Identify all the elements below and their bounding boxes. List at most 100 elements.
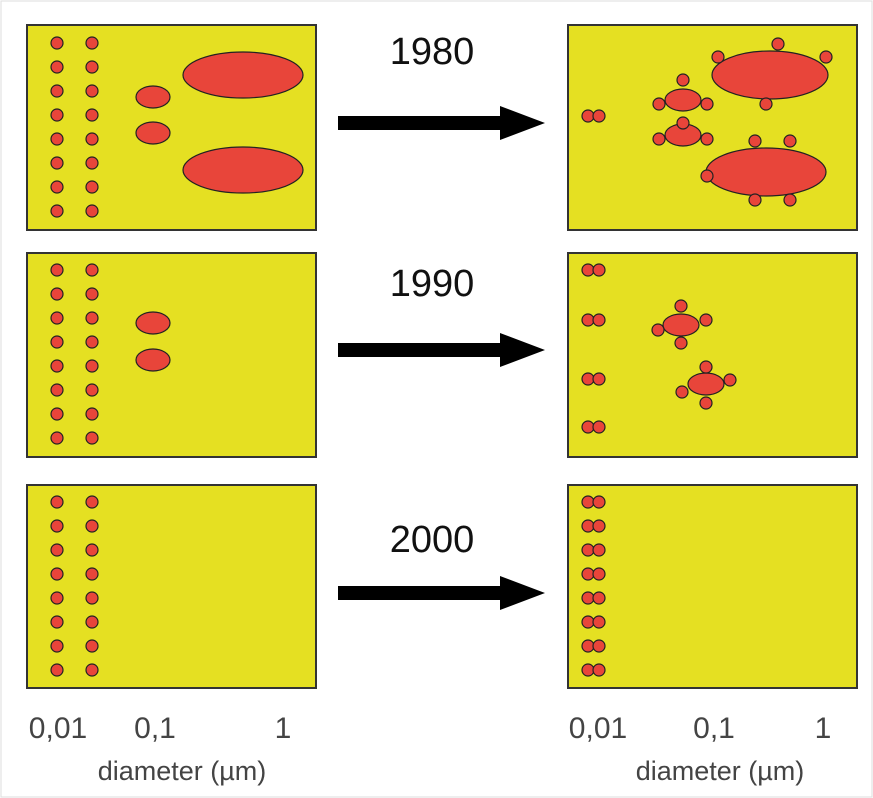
particle: [86, 61, 98, 73]
particle: [86, 157, 98, 169]
particle: [593, 421, 605, 433]
particle: [724, 374, 736, 386]
year: 1980: [390, 31, 475, 73]
particle: [784, 135, 796, 147]
particle: [86, 568, 98, 580]
particle: [51, 157, 63, 169]
particle: [593, 110, 605, 122]
particle: [593, 664, 605, 676]
particle: [86, 85, 98, 97]
particle: [51, 37, 63, 49]
particle: [51, 592, 63, 604]
particle: [86, 109, 98, 121]
particle: [593, 592, 605, 604]
particle: [86, 336, 98, 348]
particle: [51, 640, 63, 652]
particle: [51, 288, 63, 300]
particle: [86, 37, 98, 49]
particle: [582, 592, 594, 604]
particle: [700, 397, 712, 409]
particle: [706, 148, 826, 196]
particle: [593, 640, 605, 652]
particle: [86, 640, 98, 652]
particle: [677, 74, 689, 86]
particle: [665, 89, 701, 111]
particle: [652, 324, 664, 336]
particle: [593, 616, 605, 628]
particle: [51, 133, 63, 145]
particle: [701, 170, 713, 182]
particle: [675, 337, 687, 349]
particle: [582, 373, 594, 385]
particle: [86, 520, 98, 532]
particle: [582, 520, 594, 532]
particle: [51, 109, 63, 121]
axis-label: diameter (µm): [98, 756, 267, 786]
particle: [86, 181, 98, 193]
diagram: 1980 1990 2000 0,01 0,1 1 diameter (µm) …: [0, 0, 873, 798]
particle: [675, 300, 687, 312]
particle: [86, 205, 98, 217]
particle: [51, 616, 63, 628]
particle: [51, 181, 63, 193]
particle: [749, 194, 761, 206]
particle: [183, 147, 303, 193]
particle: [86, 312, 98, 324]
particle: [712, 51, 724, 63]
particle: [51, 520, 63, 532]
particle: [51, 432, 63, 444]
tick-label: 1: [815, 712, 832, 745]
particle: [676, 386, 688, 398]
particle: [86, 616, 98, 628]
particle: [136, 349, 170, 371]
particle: [593, 264, 605, 276]
particle: [582, 640, 594, 652]
particle: [86, 664, 98, 676]
particle: [582, 616, 594, 628]
particle: [582, 496, 594, 508]
particle: [51, 264, 63, 276]
year: 2000: [390, 519, 475, 561]
particle: [51, 544, 63, 556]
particle: [86, 592, 98, 604]
particle: [582, 264, 594, 276]
particle: [51, 336, 63, 348]
particle: [582, 664, 594, 676]
particle: [760, 98, 772, 110]
panel: [568, 485, 857, 688]
particle: [677, 117, 689, 129]
particle: [51, 568, 63, 580]
particle: [51, 384, 63, 396]
particle: [688, 373, 724, 395]
particle: [701, 133, 713, 145]
particle: [820, 51, 832, 63]
panel: [568, 253, 857, 457]
particle: [582, 544, 594, 556]
tick-label: 0,1: [693, 712, 735, 745]
axis-label: diameter (µm): [636, 756, 805, 786]
particle: [86, 264, 98, 276]
particle: [700, 314, 712, 326]
tick-label: 0,1: [134, 712, 176, 745]
particle: [86, 384, 98, 396]
particle: [784, 194, 796, 206]
particle: [136, 86, 170, 108]
particle: [51, 205, 63, 217]
particle: [51, 408, 63, 420]
particle: [593, 373, 605, 385]
particle: [51, 312, 63, 324]
particle: [582, 314, 594, 326]
tick-label: 1: [275, 712, 292, 745]
particle: [653, 98, 665, 110]
particle: [663, 314, 699, 336]
particle: [593, 496, 605, 508]
panel: [27, 485, 316, 688]
particle: [86, 360, 98, 372]
particle: [593, 520, 605, 532]
tick-label: 0,01: [569, 712, 627, 745]
particle: [582, 110, 594, 122]
tick-label: 0,01: [29, 712, 87, 745]
particle: [136, 122, 170, 144]
particle: [86, 432, 98, 444]
particle: [86, 133, 98, 145]
